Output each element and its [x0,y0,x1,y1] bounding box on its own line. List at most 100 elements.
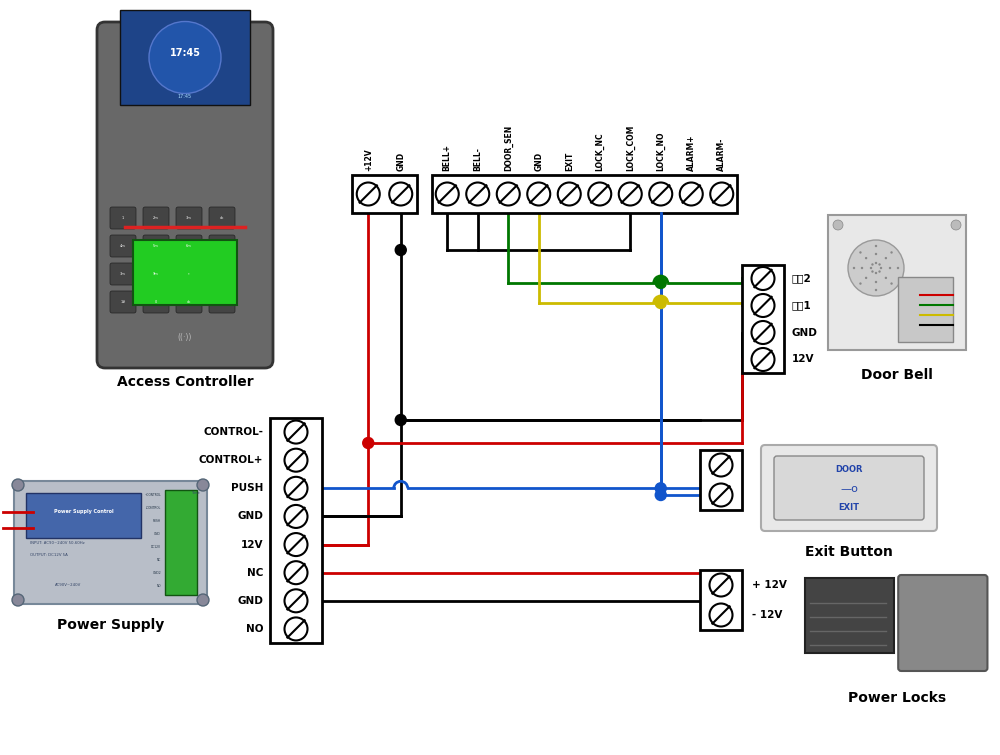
Text: ((·)): ((·)) [178,334,192,343]
Circle shape [951,220,961,230]
FancyBboxPatch shape [110,207,136,229]
Bar [165,490,197,595]
Circle shape [710,574,732,596]
Text: 3m: 3m [186,216,192,220]
Text: LOCK_NO: LOCK_NO [656,131,665,171]
Circle shape [285,477,308,500]
Text: ok: ok [187,300,191,304]
Circle shape [149,21,221,94]
Circle shape [710,483,732,507]
Text: NO: NO [246,624,263,634]
Circle shape [197,594,209,606]
FancyBboxPatch shape [176,263,202,285]
FancyBboxPatch shape [209,207,235,229]
Text: NC: NC [157,558,161,562]
Text: AC90V~240V: AC90V~240V [55,583,81,587]
FancyBboxPatch shape [143,207,169,229]
Text: 信号2: 信号2 [792,273,812,283]
Circle shape [890,282,893,285]
Text: NO: NO [157,584,161,588]
FancyBboxPatch shape [110,263,136,285]
Circle shape [875,245,877,247]
FancyBboxPatch shape [143,235,169,257]
Text: LOCK_NC: LOCK_NC [595,132,604,171]
Text: 1#: 1# [120,300,126,304]
Text: GND: GND [396,152,405,171]
Circle shape [655,489,666,501]
Circle shape [395,245,406,255]
Text: INPUT: AC90~240V 50-60Hz: INPUT: AC90~240V 50-60Hz [30,541,85,545]
Text: EXIT: EXIT [565,152,574,171]
Text: GND: GND [237,511,263,522]
Circle shape [497,183,520,205]
Circle shape [833,220,843,230]
Bar [898,277,953,342]
FancyBboxPatch shape [176,235,202,257]
Text: CONTROL-: CONTROL- [203,427,263,437]
Bar [270,418,322,643]
FancyBboxPatch shape [143,291,169,313]
Circle shape [853,267,855,270]
Circle shape [865,257,867,259]
Circle shape [357,183,380,205]
Circle shape [890,251,893,254]
Circle shape [436,183,459,205]
Circle shape [655,278,666,288]
FancyBboxPatch shape [176,291,202,313]
Text: Access Controller: Access Controller [117,375,253,389]
Circle shape [885,276,887,279]
Circle shape [870,267,872,270]
Circle shape [865,276,867,279]
Circle shape [752,348,774,371]
Circle shape [12,479,24,491]
FancyBboxPatch shape [176,207,202,229]
Circle shape [395,414,406,426]
FancyBboxPatch shape [110,291,136,313]
Circle shape [285,421,308,443]
Text: 5m: 5m [153,244,159,248]
Text: Power Supply: Power Supply [57,618,164,632]
Text: —o: —o [840,484,858,494]
Text: ALARM+: ALARM+ [687,134,696,171]
Text: 信号1: 信号1 [792,300,812,310]
Bar [352,175,417,213]
Circle shape [859,282,862,285]
Circle shape [285,590,308,612]
Bar [133,240,237,305]
Text: ok: ok [220,216,224,220]
Text: 17:45: 17:45 [178,94,192,99]
FancyBboxPatch shape [209,263,235,285]
Bar [26,493,141,538]
Circle shape [655,297,666,309]
Circle shape [885,257,887,259]
Circle shape [878,263,881,266]
Circle shape [710,183,733,205]
Text: 6m: 6m [186,244,192,248]
Bar [700,450,742,510]
Circle shape [880,267,882,270]
Text: CONTROL+: CONTROL+ [199,455,263,465]
Circle shape [285,618,308,640]
Circle shape [875,253,877,255]
Circle shape [752,294,774,317]
Text: LOCK_COM: LOCK_COM [626,125,635,171]
Text: *: * [188,272,190,276]
Circle shape [871,263,874,266]
Bar [742,265,784,373]
Circle shape [285,533,308,556]
FancyBboxPatch shape [209,291,235,313]
Text: 9m: 9m [153,272,159,276]
Text: DOOR: DOOR [835,464,863,473]
FancyBboxPatch shape [14,481,207,604]
Text: GND: GND [154,532,161,536]
Text: Door Bell: Door Bell [861,368,933,382]
Circle shape [875,262,877,264]
Circle shape [619,183,642,205]
Text: 0: 0 [155,300,157,304]
Text: 1: 1 [122,216,124,220]
Circle shape [12,594,24,606]
Circle shape [655,482,666,494]
Circle shape [859,251,862,254]
Circle shape [285,448,308,472]
Text: 3m: 3m [120,272,126,276]
